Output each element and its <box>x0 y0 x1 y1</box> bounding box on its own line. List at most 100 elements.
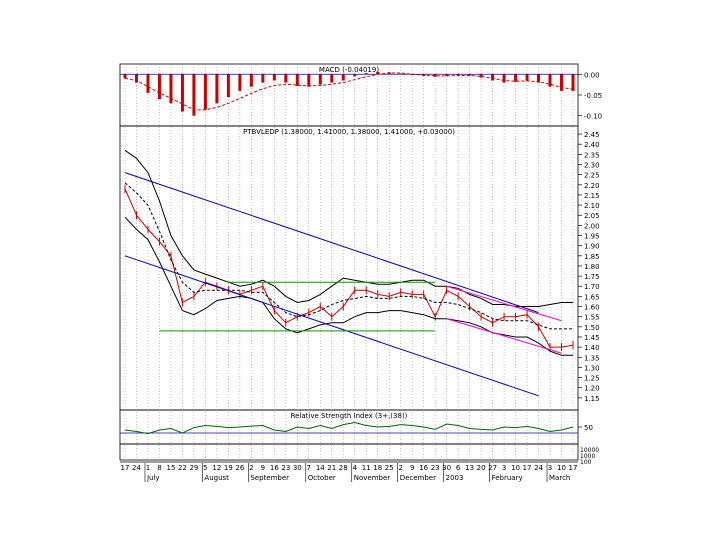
macd-bar <box>479 74 483 78</box>
macd-bar <box>215 74 219 104</box>
month-label: December <box>400 474 436 482</box>
macd-bar <box>318 74 322 85</box>
rsi-tick-label: 50 <box>584 424 593 432</box>
price-tick-label: 1.90 <box>584 243 600 251</box>
macd-bar <box>157 74 161 100</box>
price-series-line <box>124 216 573 356</box>
x-tick-label: 10 <box>557 464 566 472</box>
x-tick-label: 17 <box>121 464 130 472</box>
price-tick-label: 2.15 <box>584 192 600 200</box>
price-tick-label: 1.80 <box>584 263 600 271</box>
x-tick-label: 7 <box>307 464 311 472</box>
month-label: September <box>250 474 289 482</box>
trendline <box>124 255 539 397</box>
x-tick-label: 16 <box>419 464 428 472</box>
rsi-title: Relative Strength Index (3+,(38)) <box>291 412 408 420</box>
x-tick-label: 28 <box>339 464 348 472</box>
x-tick-label: 5 <box>203 464 207 472</box>
macd-bar <box>364 73 368 75</box>
month-label: October <box>308 474 336 482</box>
macd-bar <box>445 74 449 76</box>
x-tick-label: 3 <box>502 464 506 472</box>
price-tick-label: 2.20 <box>584 182 600 190</box>
macd-bar <box>537 74 541 83</box>
x-tick-label: 15 <box>166 464 175 472</box>
price-tick-label: 1.60 <box>584 304 600 312</box>
x-tick-label: 24 <box>534 464 543 472</box>
macd-bar <box>560 74 564 91</box>
price-tick-label: 1.75 <box>584 273 600 281</box>
macd-bar <box>284 74 288 83</box>
x-tick-label: 23 <box>281 464 290 472</box>
trendline <box>124 172 539 314</box>
price-tick-label: 1.45 <box>584 334 600 342</box>
macd-bar <box>261 74 265 83</box>
rsi-series-line <box>124 421 574 435</box>
price-tick-label: 1.65 <box>584 293 600 301</box>
price-tick-label: 1.25 <box>584 375 600 383</box>
macd-series-line <box>124 72 574 111</box>
volume-tick-label: 1000 <box>580 453 595 460</box>
x-tick-label: 12 <box>212 464 221 472</box>
x-tick-label: 20 <box>477 464 486 472</box>
x-tick-label: 4 <box>353 464 358 472</box>
macd-bar <box>272 74 276 81</box>
x-tick-label: 21 <box>327 464 336 472</box>
trendline <box>446 318 562 354</box>
price-tick-label: 2.35 <box>584 151 600 159</box>
x-tick-label: 22 <box>178 464 187 472</box>
macd-bar <box>514 74 518 82</box>
month-label: August <box>204 474 229 482</box>
macd-bar <box>226 74 230 98</box>
macd-bar <box>180 74 184 112</box>
macd-bar <box>548 74 552 87</box>
x-tick-label: 18 <box>373 464 382 472</box>
macd-bar <box>491 74 495 81</box>
price-tick-label: 1.40 <box>584 344 600 352</box>
x-tick-label: 17 <box>523 464 532 472</box>
macd-bar <box>433 74 437 77</box>
price-tick-label: 1.20 <box>584 385 600 393</box>
month-label: March <box>549 474 570 482</box>
x-tick-label: 19 <box>224 464 233 472</box>
month-label: 2003 <box>446 474 464 482</box>
price-tick-label: 1.50 <box>584 324 600 332</box>
x-tick-label: 30 <box>442 464 451 472</box>
macd-bar <box>169 74 173 104</box>
volume-tick-label: 10000 <box>580 447 599 454</box>
price-tick-label: 1.30 <box>584 364 600 372</box>
x-tick-label: 27 <box>488 464 497 472</box>
macd-bar <box>123 74 127 79</box>
macd-bar <box>376 71 380 75</box>
macd-bar <box>399 73 403 75</box>
macd-bar <box>249 74 253 87</box>
price-tick-label: 2.10 <box>584 202 600 210</box>
price-title: PTBVLEDP (1.38000, 1.41000, 1.38000, 1.4… <box>243 128 455 136</box>
macd-bar <box>353 74 357 77</box>
macd-bar <box>146 74 150 93</box>
x-tick-label: 3 <box>548 464 552 472</box>
price-tick-label: 1.55 <box>584 314 600 322</box>
price-tick-label: 1.95 <box>584 233 600 241</box>
x-tick-label: 8 <box>157 464 161 472</box>
macd-bar <box>525 74 529 81</box>
macd-tick-label: 0.00 <box>584 71 600 79</box>
price-tick-label: 2.05 <box>584 212 600 220</box>
trendline <box>446 285 562 322</box>
x-tick-label: 9 <box>410 464 414 472</box>
x-tick-label: 16 <box>270 464 279 472</box>
price-tick-label: 2.00 <box>584 222 600 230</box>
price-frame <box>119 125 579 411</box>
macd-bar <box>134 74 138 83</box>
macd-tick-label: -0.10 <box>584 113 602 121</box>
macd-bar <box>468 74 472 76</box>
price-series-line <box>124 182 573 330</box>
price-tick-label: 2.45 <box>584 131 600 139</box>
volume-frame <box>119 443 579 461</box>
x-tick-label: 30 <box>293 464 302 472</box>
x-tick-label: 10 <box>511 464 520 472</box>
x-tick-label: 29 <box>189 464 198 472</box>
x-tick-label: 26 <box>235 464 244 472</box>
macd-bar <box>238 74 242 91</box>
